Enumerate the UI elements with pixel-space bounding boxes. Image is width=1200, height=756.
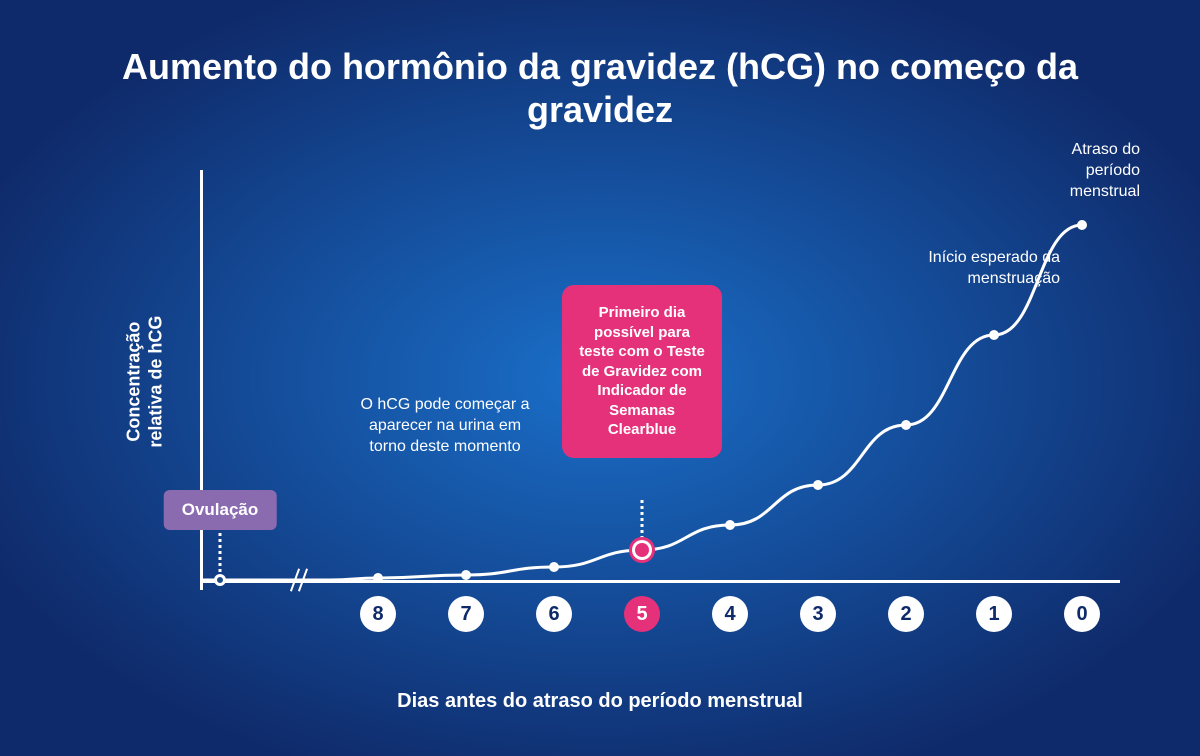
x-tick: 4	[712, 596, 748, 632]
data-point	[635, 543, 649, 557]
annotation: Início esperado da menstruação	[920, 248, 1060, 290]
chart-container: Aumento do hormônio da gravidez (hCG) no…	[0, 0, 1200, 756]
x-axis-label: Dias antes do atraso do período menstrua…	[397, 690, 803, 713]
callout-text: Primeiro dia possível para teste com o T…	[579, 304, 705, 438]
ovulation-text: Ovulação	[182, 500, 259, 519]
data-point	[725, 520, 735, 530]
data-point	[813, 480, 823, 490]
data-point	[461, 570, 471, 580]
ovulation-label: Ovulação	[164, 490, 277, 530]
x-tick: 6	[536, 596, 572, 632]
x-tick: 7	[448, 596, 484, 632]
callout-connector	[641, 500, 644, 545]
x-tick: 2	[888, 596, 924, 632]
annotation: Atraso do período menstrual	[1020, 140, 1140, 202]
y-axis-label: Concentração relativa de hCG	[123, 282, 166, 482]
data-point	[1077, 220, 1087, 230]
x-tick: 0	[1064, 596, 1100, 632]
x-tick: 3	[800, 596, 836, 632]
x-tick: 5	[624, 596, 660, 632]
data-point	[373, 573, 383, 583]
plot-area: Ovulação Primeiro dia possível para test…	[200, 170, 1120, 590]
annotation: O hCG pode começar a aparecer na urina e…	[360, 395, 530, 457]
data-point	[549, 562, 559, 572]
x-tick: 1	[976, 596, 1012, 632]
callout-box: Primeiro dia possível para teste com o T…	[562, 285, 722, 458]
chart-title: Aumento do hormônio da gravidez (hCG) no…	[60, 45, 1140, 131]
data-point	[901, 420, 911, 430]
data-point	[989, 330, 999, 340]
ovulation-point	[214, 574, 226, 586]
x-tick: 8	[360, 596, 396, 632]
